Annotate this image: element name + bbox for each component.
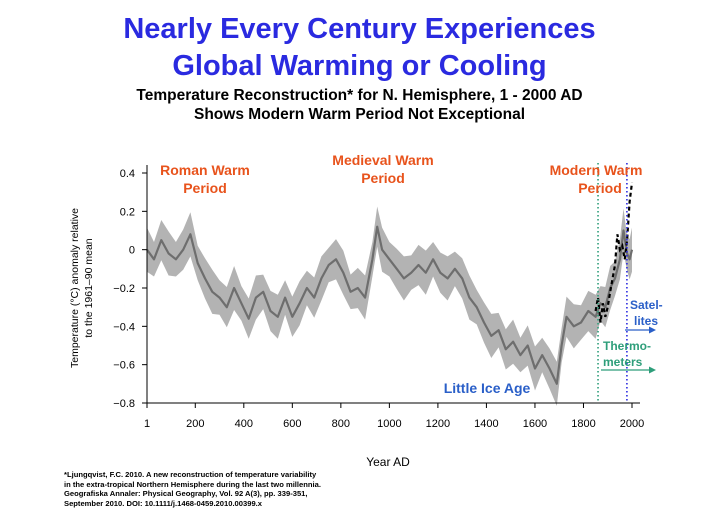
series-line-instrumental bbox=[594, 182, 634, 323]
x-tick-label: 1000 bbox=[377, 418, 401, 430]
y-tick-label: 0.4 bbox=[120, 168, 135, 180]
x-tick-label: 200 bbox=[186, 418, 204, 430]
x-tick-label: 1200 bbox=[426, 418, 450, 430]
footnote-line: September 2010. DOI: 10.1111/j.1468-0459… bbox=[64, 498, 263, 508]
satellites-arrowhead bbox=[649, 326, 656, 334]
x-tick-label: 400 bbox=[235, 418, 253, 430]
footnote-line: in the extra-tropical Northern Hemispher… bbox=[64, 479, 321, 489]
satellites-label-line2: lites bbox=[634, 314, 658, 328]
y-tick-label: −0.6 bbox=[113, 360, 135, 372]
medieval-warm-label-line1: Medieval Warm bbox=[332, 152, 433, 168]
y-axis-label-line2: to the 1961–90 mean bbox=[83, 238, 95, 337]
y-tick-label: 0 bbox=[129, 245, 135, 257]
x-tick-label: 800 bbox=[332, 418, 350, 430]
slide-title-line2: Global Warming or Cooling bbox=[172, 50, 547, 82]
roman-warm-label-line1: Roman Warm bbox=[160, 162, 250, 178]
citation-footnote: *Ljungqvist, F.C. 2010. A new reconstruc… bbox=[64, 470, 321, 508]
x-tick-label: 2000 bbox=[620, 418, 644, 430]
satellites-label-line1: Satel- bbox=[630, 298, 663, 312]
chart-subtitle-line1: Temperature Reconstruction* for N. Hemis… bbox=[136, 87, 583, 104]
series-line-reconstruction bbox=[146, 225, 634, 385]
medieval-warm-label-line2: Period bbox=[361, 170, 405, 186]
y-tick-label: −0.2 bbox=[113, 283, 135, 295]
little-ice-age-label: Little Ice Age bbox=[444, 380, 531, 396]
modern-warm-label-line1: Modern Warm bbox=[550, 162, 643, 178]
thermometers-label-line1: Thermo- bbox=[603, 339, 651, 353]
chart-subtitle-line2: Shows Modern Warm Period Not Exceptional bbox=[194, 106, 525, 123]
modern-warm-label-line2: Period bbox=[578, 180, 622, 196]
y-tick-label: −0.8 bbox=[113, 398, 135, 410]
thermometers-label-line2: meters bbox=[603, 355, 643, 369]
roman-warm-label-line2: Period bbox=[183, 180, 227, 196]
slide-title-line1: Nearly Every Century Experiences bbox=[123, 13, 596, 45]
x-tick-label: 1400 bbox=[474, 418, 498, 430]
y-tick-label: 0.2 bbox=[120, 206, 135, 218]
x-tick-label: 1 bbox=[144, 418, 150, 430]
x-tick-label: 1800 bbox=[571, 418, 595, 430]
uncertainty-band bbox=[147, 206, 632, 406]
x-tick-label: 600 bbox=[283, 418, 301, 430]
footnote-line: Geografiska Annaler: Physical Geography,… bbox=[64, 489, 308, 498]
y-tick-label: −0.4 bbox=[113, 321, 135, 333]
y-axis-label-line1: Temperature (°C) anomaly relative bbox=[69, 208, 81, 368]
x-axis-label: Year AD bbox=[366, 455, 410, 469]
footnote-line: *Ljungqvist, F.C. 2010. A new reconstruc… bbox=[64, 470, 317, 479]
x-tick-label: 1600 bbox=[523, 418, 547, 430]
thermometers-arrowhead bbox=[649, 366, 656, 374]
